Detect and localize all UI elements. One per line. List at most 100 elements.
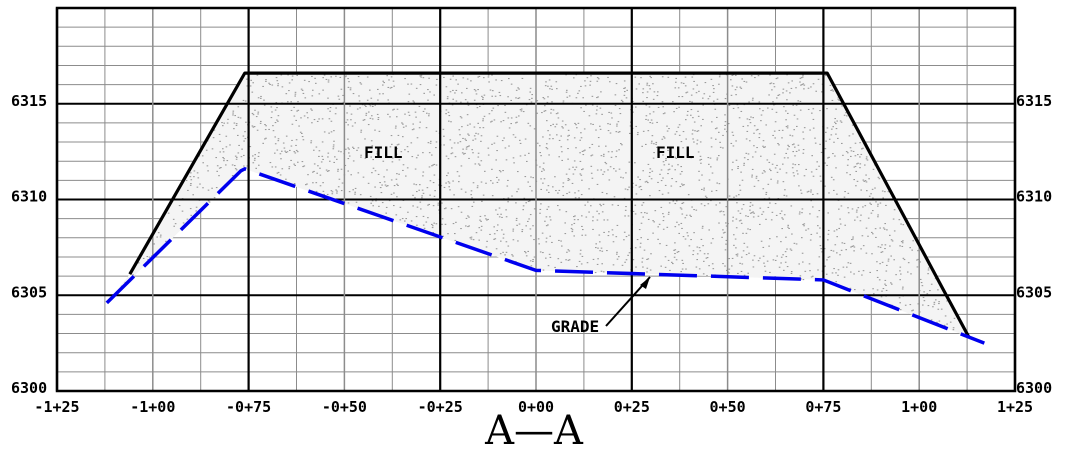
stipple-dot bbox=[573, 219, 576, 221]
stipple-dot bbox=[419, 184, 421, 186]
stipple-dot bbox=[334, 113, 337, 115]
stipple-dot bbox=[656, 95, 659, 97]
stipple-dot bbox=[837, 98, 839, 100]
stipple-dot bbox=[475, 132, 477, 134]
stipple-dot bbox=[725, 243, 727, 245]
stipple-dot bbox=[820, 248, 822, 250]
stipple-dot bbox=[623, 94, 626, 96]
stipple-dot bbox=[218, 133, 221, 135]
stipple-dot bbox=[719, 146, 722, 148]
stipple-dot bbox=[764, 146, 766, 148]
stipple-dot bbox=[277, 120, 279, 122]
stipple-dot bbox=[274, 152, 276, 154]
stipple-dot bbox=[611, 117, 613, 119]
stipple-dot bbox=[623, 80, 626, 82]
stipple-dot bbox=[808, 263, 811, 265]
stipple-dot bbox=[446, 98, 449, 100]
stipple-dot bbox=[920, 282, 923, 284]
stipple-dot bbox=[363, 119, 366, 121]
stipple-dot bbox=[313, 149, 315, 151]
stipple-dot bbox=[628, 186, 630, 188]
stipple-dot bbox=[690, 109, 693, 111]
stipple-dot bbox=[654, 210, 657, 212]
stipple-dot bbox=[692, 129, 694, 131]
stipple-dot bbox=[849, 262, 852, 264]
stipple-dot bbox=[428, 203, 430, 205]
stipple-dot bbox=[187, 189, 189, 191]
stipple-dot bbox=[245, 121, 247, 123]
stipple-dot bbox=[313, 163, 316, 165]
stipple-dot bbox=[872, 288, 874, 290]
stipple-dot bbox=[524, 154, 526, 156]
stipple-dot bbox=[798, 263, 800, 265]
stipple-dot bbox=[359, 194, 362, 196]
stipple-dot bbox=[415, 116, 417, 118]
stipple-dot bbox=[560, 240, 562, 242]
stipple-dot bbox=[253, 159, 256, 161]
stipple-dot bbox=[429, 194, 431, 196]
stipple-dot bbox=[859, 163, 862, 165]
stipple-dot bbox=[817, 225, 819, 227]
stipple-dot bbox=[591, 104, 594, 106]
stipple-dot bbox=[607, 76, 609, 78]
stipple-dot bbox=[252, 162, 255, 164]
stipple-dot bbox=[242, 135, 245, 137]
stipple-dot bbox=[627, 215, 630, 217]
stipple-dot bbox=[313, 119, 316, 121]
x-tick-label: 1+25 bbox=[997, 398, 1033, 416]
stipple-dot bbox=[635, 193, 638, 195]
stipple-dot bbox=[647, 119, 649, 121]
stipple-dot bbox=[580, 132, 582, 134]
stipple-dot bbox=[775, 111, 778, 113]
stipple-dot bbox=[650, 77, 652, 79]
stipple-dot bbox=[840, 249, 843, 251]
stipple-dot bbox=[425, 127, 428, 129]
stipple-dot bbox=[606, 250, 608, 252]
stipple-dot bbox=[348, 81, 350, 83]
stipple-dot bbox=[537, 238, 540, 240]
stipple-dot bbox=[783, 106, 785, 108]
stipple-dot bbox=[533, 208, 536, 210]
stipple-dot bbox=[625, 172, 627, 174]
stipple-dot bbox=[716, 116, 718, 118]
stipple-dot bbox=[777, 143, 779, 145]
stipple-dot bbox=[693, 141, 695, 143]
stipple-dot bbox=[479, 215, 482, 217]
stipple-dot bbox=[280, 74, 283, 76]
stipple-dot bbox=[752, 97, 754, 99]
stipple-dot bbox=[872, 233, 874, 235]
stipple-dot bbox=[693, 80, 695, 82]
stipple-dot bbox=[504, 147, 507, 149]
stipple-dot bbox=[512, 228, 515, 230]
stipple-dot bbox=[437, 202, 440, 204]
stipple-dot bbox=[754, 77, 756, 79]
stipple-dot bbox=[707, 98, 710, 100]
stipple-dot bbox=[713, 88, 715, 90]
stipple-dot bbox=[769, 74, 771, 76]
stipple-dot bbox=[740, 270, 743, 272]
stipple-dot bbox=[545, 237, 548, 239]
stipple-dot bbox=[505, 209, 507, 211]
stipple-dot bbox=[827, 233, 830, 235]
stipple-dot bbox=[549, 219, 552, 221]
stipple-dot bbox=[295, 149, 298, 151]
stipple-dot bbox=[505, 159, 508, 161]
stipple-dot bbox=[727, 123, 730, 125]
stipple-dot bbox=[602, 203, 605, 205]
stipple-dot bbox=[794, 155, 796, 157]
stipple-dot bbox=[251, 112, 254, 114]
stipple-dot bbox=[699, 141, 702, 143]
stipple-dot bbox=[584, 234, 587, 236]
stipple-dot bbox=[719, 74, 721, 76]
stipple-dot bbox=[640, 222, 643, 224]
stipple-dot bbox=[378, 148, 380, 150]
stipple-dot bbox=[881, 261, 884, 263]
stipple-dot bbox=[470, 194, 472, 196]
stipple-dot bbox=[556, 134, 558, 136]
stipple-dot bbox=[790, 249, 793, 251]
stipple-dot bbox=[471, 149, 473, 151]
stipple-dot bbox=[781, 129, 784, 131]
stipple-dot bbox=[460, 117, 463, 119]
stipple-dot bbox=[333, 130, 335, 132]
stipple-dot bbox=[837, 269, 840, 271]
